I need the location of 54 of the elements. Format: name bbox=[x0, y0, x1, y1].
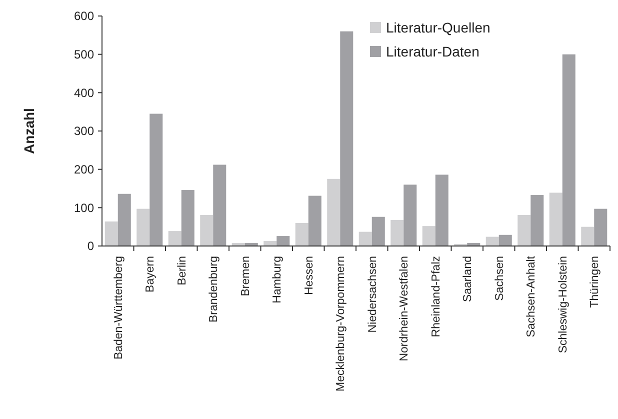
y-tick-label: 500 bbox=[74, 48, 94, 62]
bar bbox=[308, 196, 322, 246]
bar bbox=[562, 54, 576, 246]
x-tick-label: Bremen bbox=[240, 256, 252, 296]
bar bbox=[581, 226, 594, 246]
bar bbox=[422, 226, 436, 246]
y-tick-label: 300 bbox=[74, 124, 94, 138]
x-tick-label: Rheinland-Pfalz bbox=[430, 256, 442, 338]
x-tick-label: Saarland bbox=[462, 256, 474, 302]
x-tick-label: Hamburg bbox=[272, 256, 284, 304]
x-tick-label: Berlin bbox=[176, 256, 188, 286]
bar bbox=[358, 232, 372, 246]
bar bbox=[200, 214, 214, 246]
x-tick-label: Thüringen bbox=[589, 256, 602, 308]
y-tick-label: 200 bbox=[74, 162, 94, 177]
y-axis-title: Anzahl bbox=[21, 108, 37, 154]
bar bbox=[498, 234, 512, 246]
legend-label: Literatur-Daten bbox=[386, 43, 480, 60]
y-tick-label: 400 bbox=[74, 86, 94, 100]
y-tick-label: 0 bbox=[87, 239, 94, 254]
x-tick-label: Sachsen bbox=[494, 256, 506, 301]
bar bbox=[213, 164, 226, 246]
bar bbox=[118, 194, 131, 246]
bar bbox=[295, 223, 308, 246]
bar bbox=[594, 208, 608, 246]
bar bbox=[486, 236, 499, 246]
x-tick-label: Sachsen-Anhalt bbox=[526, 255, 538, 338]
bar bbox=[276, 236, 290, 246]
legend-label: Literatur-Quellen bbox=[386, 19, 490, 36]
bar bbox=[518, 214, 531, 246]
bar bbox=[181, 190, 194, 246]
bar bbox=[549, 192, 562, 246]
bar bbox=[530, 195, 544, 246]
y-tick-label: 600 bbox=[74, 9, 94, 24]
x-tick-label: Mecklenburg-Vorpommern bbox=[335, 256, 348, 392]
bar bbox=[372, 216, 385, 246]
bar bbox=[404, 184, 417, 246]
bar bbox=[168, 231, 182, 246]
bar bbox=[327, 178, 340, 246]
x-tick-label: Nordrhein-Westfalen bbox=[398, 256, 411, 362]
bar bbox=[104, 221, 118, 246]
x-tick-label: Hessen bbox=[303, 256, 316, 295]
bar bbox=[390, 220, 404, 246]
bar bbox=[435, 174, 448, 246]
x-tick-label: Brandenburg bbox=[208, 256, 220, 322]
bar bbox=[136, 208, 150, 246]
x-tick-label: Baden-Württemberg bbox=[112, 256, 125, 360]
bar bbox=[264, 241, 277, 246]
y-tick-label: 100 bbox=[74, 200, 94, 215]
x-tick-label: Bayern bbox=[144, 256, 157, 292]
x-tick-label: Schleswig-Holstein bbox=[557, 256, 570, 354]
bar bbox=[340, 31, 354, 246]
x-tick-label: Niedersachsen bbox=[366, 256, 379, 333]
bar bbox=[150, 114, 163, 246]
